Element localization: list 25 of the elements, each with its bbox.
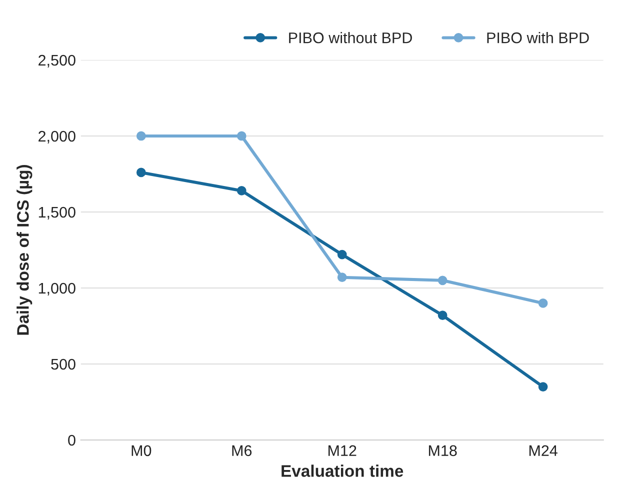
point (136, 168, 146, 178)
y-axis-title: Daily dose of ICS (µg) (16, 164, 32, 335)
point (438, 310, 448, 320)
point (538, 382, 548, 392)
point (337, 272, 347, 282)
y-tick-label: 500 (51, 358, 76, 370)
y-tick-label: 2,000 (38, 130, 76, 144)
point (337, 250, 347, 260)
point (438, 276, 448, 286)
y-tick-label: 0 (68, 434, 76, 446)
y-tick-label: 1,000 (38, 282, 76, 296)
x-tick-label: M12 (328, 445, 356, 456)
x-tick-label: M6 (232, 445, 252, 456)
y-tick-label: 2,500 (38, 54, 76, 68)
x-axis-title: Evaluation time (282, 464, 404, 477)
x-tick-label: M24 (529, 445, 558, 456)
x-tick-label: M0 (132, 445, 152, 456)
legend-label: PIBO with BPD (487, 32, 589, 44)
point (136, 131, 146, 141)
y-tick-label: 1,500 (38, 206, 76, 220)
legend-label: PIBO without BPD (289, 32, 412, 44)
x-tick-label: M18 (428, 445, 457, 456)
point (236, 131, 246, 141)
point (538, 298, 548, 308)
point (236, 186, 246, 196)
